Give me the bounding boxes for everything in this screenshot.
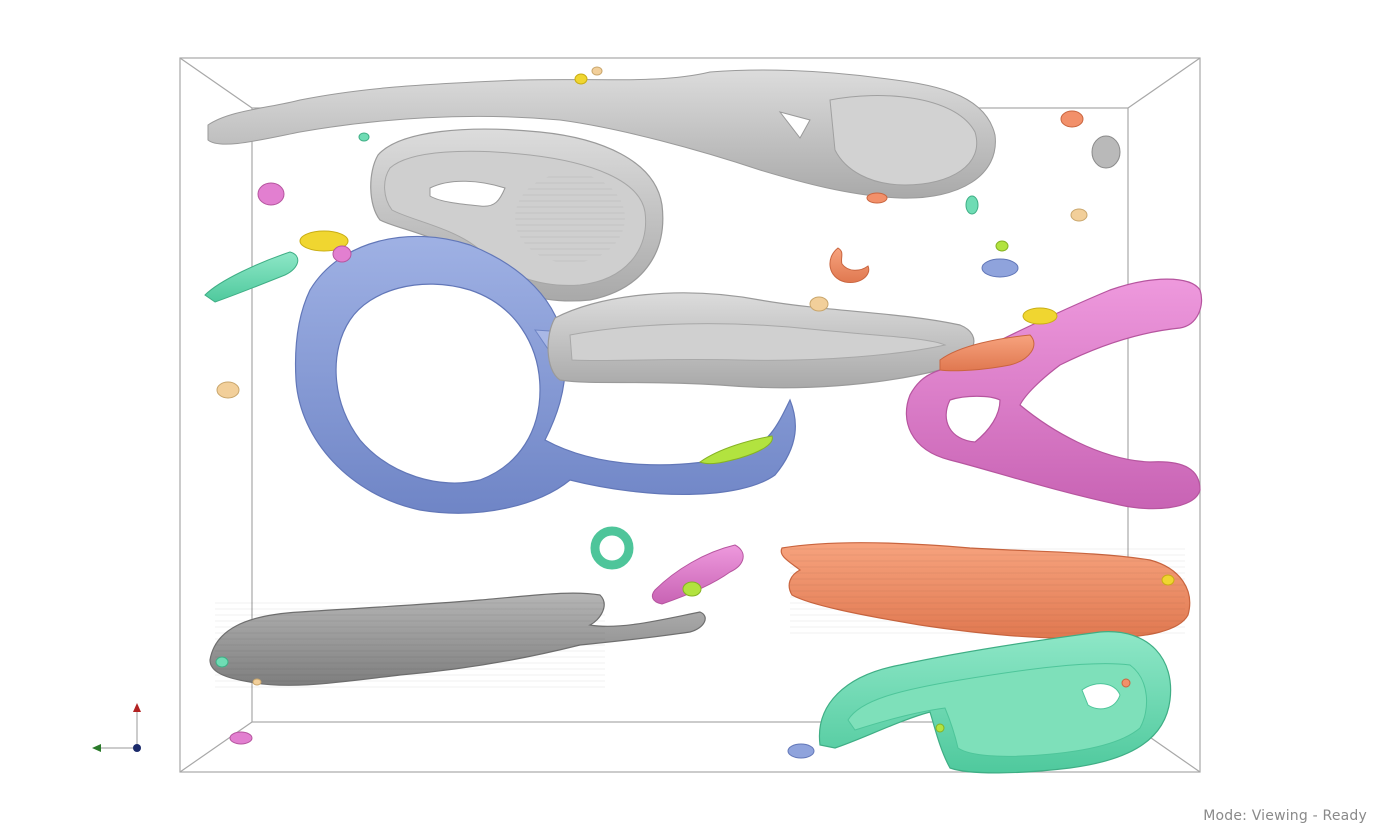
small-fragments bbox=[204, 66, 1175, 759]
blue-fragment-right bbox=[981, 258, 1019, 278]
lime-dot-right bbox=[995, 240, 1009, 252]
status-bar-text: Mode: Viewing - Ready bbox=[1203, 808, 1367, 824]
orientation-axes-icon bbox=[92, 703, 141, 752]
pink-fragment-left-small bbox=[332, 245, 352, 263]
yellow-fragment-left bbox=[299, 230, 349, 252]
pink-fragment-left bbox=[257, 182, 285, 206]
teal-dot-bottom-left bbox=[215, 656, 229, 668]
gray-dot-top-right bbox=[1091, 135, 1121, 169]
gray-structure-middle[interactable] bbox=[547, 292, 975, 389]
teal-fragment-left bbox=[204, 251, 299, 303]
pink-structure-v[interactable] bbox=[905, 278, 1203, 510]
yellow-dot-right bbox=[1161, 574, 1175, 586]
gray-structure-top-long[interactable] bbox=[207, 69, 996, 199]
lime-dot-middle bbox=[682, 581, 702, 597]
tan-fragment-left bbox=[216, 381, 240, 399]
lime-dot-bottom bbox=[935, 723, 945, 733]
pink-fragment-middle bbox=[651, 544, 744, 605]
yellow-dot-top bbox=[574, 73, 588, 85]
tan-dot-middle bbox=[809, 296, 829, 312]
tan-dot-top bbox=[591, 66, 603, 76]
orange-hook-fragment bbox=[829, 247, 870, 284]
orange-dot-top bbox=[866, 192, 888, 204]
lime-fragment-middle bbox=[698, 435, 773, 465]
teal-dot-top bbox=[358, 132, 370, 142]
orange-dot-right bbox=[1121, 678, 1131, 688]
teal-dot-right bbox=[965, 195, 979, 215]
teal-structure-cup[interactable] bbox=[818, 631, 1172, 774]
blue-dot-bottom bbox=[787, 743, 815, 759]
gray-structure-pear[interactable] bbox=[370, 128, 664, 302]
tan-dot-right bbox=[1070, 208, 1088, 222]
yellow-fragment-right bbox=[1022, 307, 1058, 325]
gray-structure-bottom[interactable] bbox=[209, 592, 706, 688]
teal-ring-fragment bbox=[590, 526, 634, 570]
orange-structure-lower[interactable] bbox=[780, 542, 1191, 639]
orange-dot-top-right bbox=[1060, 110, 1084, 128]
orange-fragment-right[interactable] bbox=[939, 334, 1035, 372]
tan-dot-bottom-left bbox=[252, 678, 262, 686]
pink-dot-bottom-left bbox=[229, 731, 253, 745]
